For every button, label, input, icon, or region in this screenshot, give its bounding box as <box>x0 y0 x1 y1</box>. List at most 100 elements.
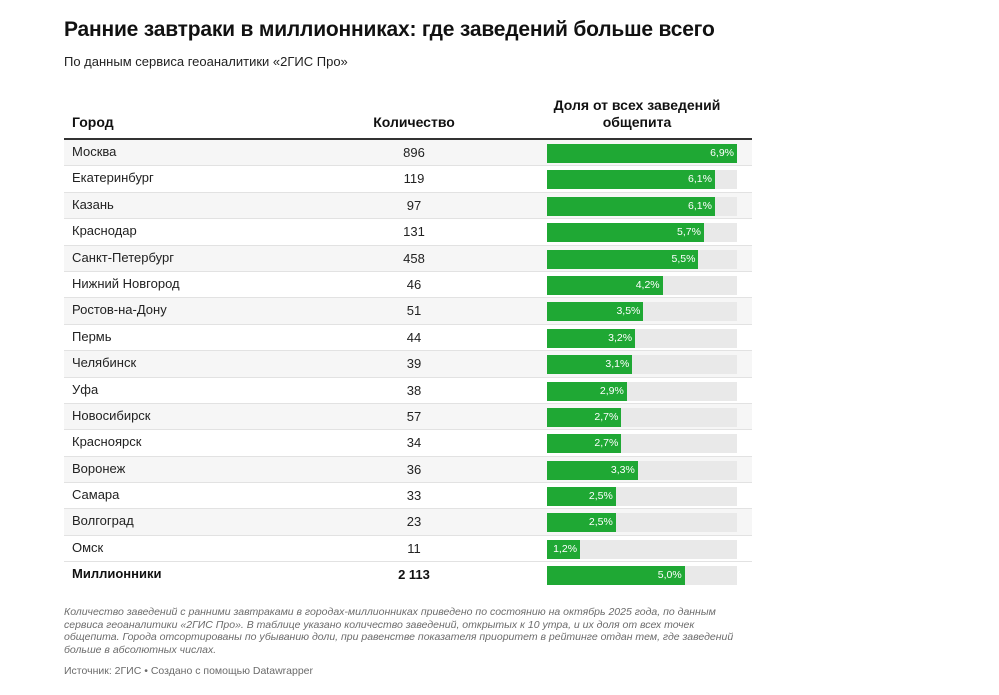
city-name: Пермь <box>72 328 112 344</box>
table-row: Краснодар 131 5,7% <box>64 219 752 246</box>
table-row: Пермь 44 3,2% <box>64 325 752 352</box>
column-header-city: Город <box>72 114 114 130</box>
share-bar-track: 6,1% <box>547 170 737 190</box>
share-bar: 2,7% <box>547 434 622 454</box>
share-bar-track: 3,3% <box>547 460 737 480</box>
table-row: Красноярск 34 2,7% <box>64 430 752 457</box>
share-label: 2,5% <box>588 516 613 529</box>
share-bar: 3,5% <box>547 302 644 322</box>
establishment-count: 131 <box>403 224 425 240</box>
table-row: Екатеринбург 119 6,1% <box>64 166 752 193</box>
table-row: Новосибирск 57 2,7% <box>64 403 752 431</box>
establishment-count: 36 <box>406 461 422 477</box>
share-label: 2,7% <box>594 410 619 423</box>
table-row: Воронеж 36 3,3% <box>64 456 752 484</box>
establishment-count: 11 <box>407 540 421 556</box>
chart-subtitle: По данным сервиса геоаналитики «2ГИС Про… <box>64 54 348 69</box>
chart-source: Источник: 2ГИС • Создано с помощью Dataw… <box>64 665 314 677</box>
share-bar: 3,1% <box>547 355 633 375</box>
share-bar: 5,0% <box>547 566 685 586</box>
city-name: Челябинск <box>72 355 137 371</box>
table-row: Волгоград 23 2,5% <box>64 509 752 536</box>
establishment-count: 2 113 <box>398 567 430 583</box>
city-name: Санкт-Петербург <box>72 249 174 265</box>
table-row: Омск 11 1,2% <box>64 536 752 563</box>
share-bar: 5,5% <box>547 249 699 269</box>
share-bar: 3,2% <box>547 328 636 348</box>
share-bar-track: 3,5% <box>547 302 737 322</box>
share-label: 2,5% <box>588 490 613 503</box>
table-row: Ростов-на-Дону 51 3,5% <box>64 298 752 325</box>
establishment-count: 44 <box>406 329 422 345</box>
share-label: 2,9% <box>599 384 624 397</box>
share-bar: 2,7% <box>547 407 622 427</box>
city-name: Новосибирск <box>72 407 151 423</box>
table-header: Город Количество Доля от всех заведений … <box>64 92 752 140</box>
city-name: Нижний Новгород <box>72 275 180 291</box>
column-header-count: Количество <box>373 114 455 130</box>
city-name: Казань <box>72 196 114 212</box>
share-label: 4,2% <box>635 278 660 291</box>
table-row: Нижний Новгород 46 4,2% <box>64 272 752 299</box>
chart-notes: Количество заведений с ранними завтракам… <box>64 606 734 656</box>
share-bar: 3,3% <box>547 460 638 480</box>
share-label: 5,0% <box>657 569 682 582</box>
establishment-count: 57 <box>406 408 422 424</box>
chart-title: Ранние завтраки в миллионниках: где заве… <box>64 18 715 41</box>
share-bar-track: 3,2% <box>547 328 737 348</box>
share-bar-track: 6,9% <box>547 144 737 163</box>
share-label: 3,3% <box>610 463 635 476</box>
table-row: Уфа 38 2,9% <box>64 378 752 404</box>
establishment-count: 39 <box>406 356 422 372</box>
table-total-row: Миллионники 2 113 5,0% <box>64 562 752 588</box>
share-bar-track: 5,5% <box>547 249 737 269</box>
city-name: Самара <box>72 487 120 503</box>
city-name: Омск <box>72 539 104 555</box>
share-bar: 1,2% <box>547 539 581 559</box>
table-row: Санкт-Петербург 458 5,5% <box>64 245 752 272</box>
share-bar: 4,2% <box>547 275 663 295</box>
column-header-share: Доля от всех заведений общепита <box>553 97 721 130</box>
establishment-count: 119 <box>403 171 425 187</box>
establishment-count: 34 <box>406 435 422 451</box>
share-bar: 6,1% <box>547 170 715 190</box>
city-name: Москва <box>72 144 117 159</box>
city-name: Екатеринбург <box>72 170 154 186</box>
establishment-count: 458 <box>403 250 425 266</box>
share-label: 2,7% <box>594 437 619 450</box>
share-label: 6,1% <box>688 199 712 212</box>
share-bar: 5,7% <box>547 223 704 243</box>
share-label: 5,5% <box>671 252 696 265</box>
table-row: Самара 33 2,5% <box>64 483 752 510</box>
establishment-count: 23 <box>406 514 422 530</box>
table-row: Москва 896 6,9% <box>64 140 752 167</box>
share-bar-track: 1,2% <box>547 539 737 559</box>
city-name: Краснодар <box>72 223 137 239</box>
share-label: 1,2% <box>553 542 578 555</box>
city-name: Воронеж <box>72 460 126 476</box>
share-bar: 6,1% <box>547 196 715 216</box>
establishment-count: 46 <box>406 276 422 292</box>
city-name: Красноярск <box>72 434 142 450</box>
table-body: Москва 896 6,9% Екатеринбург 119 6,1% Казань 97… <box>64 140 752 589</box>
establishment-count: 51 <box>406 303 422 319</box>
share-bar: 2,9% <box>547 381 627 401</box>
establishment-count: 896 <box>403 145 425 160</box>
share-bar-track: 5,0% <box>547 566 737 586</box>
share-label: 3,2% <box>608 331 633 344</box>
share-bar-track: 6,1% <box>547 196 737 216</box>
share-bar: 6,9% <box>547 144 737 163</box>
city-name: Миллионники <box>72 566 162 582</box>
table-row: Казань 97 6,1% <box>64 192 752 220</box>
share-bar-track: 2,9% <box>547 381 737 401</box>
establishment-count: 38 <box>406 382 422 398</box>
share-bar-track: 5,7% <box>547 223 737 243</box>
share-label: 3,1% <box>605 358 630 371</box>
city-name: Уфа <box>72 381 99 397</box>
table-row: Челябинск 39 3,1% <box>64 351 752 378</box>
city-name: Волгоград <box>72 513 134 529</box>
share-bar-track: 2,5% <box>547 487 737 507</box>
establishment-count: 97 <box>406 197 422 213</box>
share-label: 6,1% <box>688 173 712 186</box>
share-bar-track: 2,5% <box>547 513 737 533</box>
